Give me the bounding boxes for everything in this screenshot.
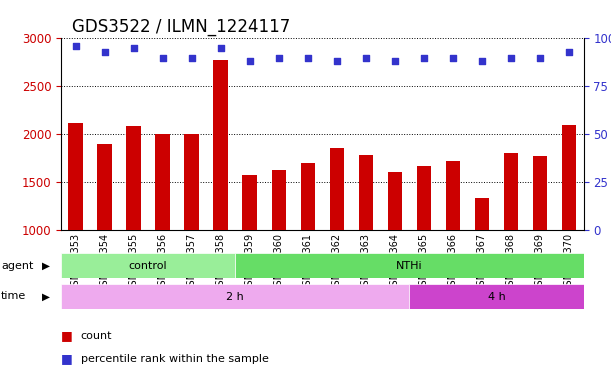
Text: agent: agent bbox=[1, 261, 34, 271]
Point bbox=[332, 58, 342, 65]
Bar bbox=[359, 154, 373, 230]
Text: ■: ■ bbox=[61, 353, 73, 366]
Bar bbox=[533, 156, 547, 230]
Text: time: time bbox=[1, 291, 26, 301]
Point bbox=[71, 43, 81, 49]
Text: percentile rank within the sample: percentile rank within the sample bbox=[81, 354, 268, 364]
Text: ▶: ▶ bbox=[42, 291, 50, 301]
Bar bbox=[243, 175, 257, 230]
Bar bbox=[503, 152, 518, 230]
Point bbox=[129, 45, 139, 51]
Point bbox=[390, 58, 400, 65]
Point bbox=[361, 55, 371, 61]
Text: ▶: ▶ bbox=[42, 261, 50, 271]
Text: count: count bbox=[81, 331, 112, 341]
Bar bbox=[126, 126, 141, 230]
Point bbox=[506, 55, 516, 61]
Point bbox=[448, 55, 458, 61]
FancyBboxPatch shape bbox=[61, 284, 409, 309]
Bar bbox=[68, 123, 83, 230]
FancyBboxPatch shape bbox=[409, 284, 584, 309]
Text: 2 h: 2 h bbox=[226, 291, 244, 302]
Point bbox=[216, 45, 225, 51]
Text: GDS3522 / ILMN_1224117: GDS3522 / ILMN_1224117 bbox=[71, 18, 290, 36]
Bar bbox=[213, 60, 228, 230]
Point bbox=[564, 49, 574, 55]
Point bbox=[158, 55, 167, 61]
Point bbox=[187, 55, 197, 61]
Point bbox=[477, 58, 487, 65]
Bar bbox=[329, 148, 344, 230]
Text: control: control bbox=[129, 261, 167, 271]
Bar bbox=[387, 172, 402, 230]
Bar bbox=[562, 125, 576, 230]
Bar bbox=[475, 198, 489, 230]
Text: ■: ■ bbox=[61, 329, 73, 343]
Point bbox=[419, 55, 429, 61]
Point bbox=[303, 55, 313, 61]
Bar bbox=[97, 144, 112, 230]
Text: 4 h: 4 h bbox=[488, 291, 505, 302]
Text: NTHi: NTHi bbox=[396, 261, 423, 271]
Bar bbox=[301, 163, 315, 230]
FancyBboxPatch shape bbox=[61, 253, 235, 278]
Point bbox=[274, 55, 284, 61]
Point bbox=[535, 55, 545, 61]
FancyBboxPatch shape bbox=[235, 253, 584, 278]
Bar bbox=[417, 166, 431, 230]
Bar bbox=[271, 170, 286, 230]
Bar bbox=[155, 134, 170, 230]
Point bbox=[245, 58, 255, 65]
Bar bbox=[445, 161, 460, 230]
Bar bbox=[185, 134, 199, 230]
Point bbox=[100, 49, 109, 55]
